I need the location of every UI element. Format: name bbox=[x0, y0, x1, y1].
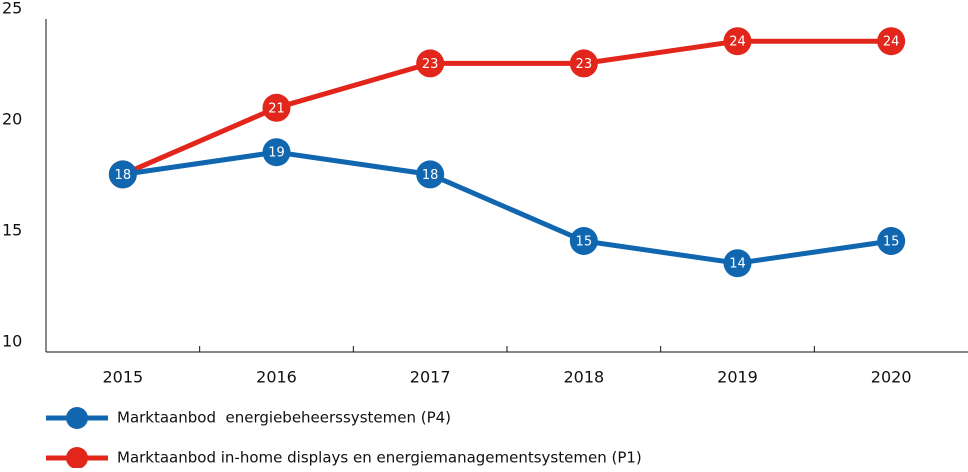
y-tick-label: 20 bbox=[2, 110, 22, 129]
data-point bbox=[416, 160, 445, 189]
data-point bbox=[723, 27, 752, 56]
data-label: 14 bbox=[729, 257, 746, 272]
data-label: 15 bbox=[576, 235, 593, 250]
legend-label: Marktaanbod in-home displays en energiem… bbox=[117, 449, 642, 467]
data-label: 23 bbox=[422, 57, 439, 72]
data-label: 21 bbox=[268, 101, 285, 116]
data-label: 24 bbox=[729, 35, 746, 50]
data-label: 24 bbox=[883, 35, 900, 50]
y-tick-label: 15 bbox=[2, 221, 22, 240]
x-tick-label: 2019 bbox=[717, 368, 758, 387]
series-line bbox=[122, 149, 892, 266]
data-point bbox=[877, 227, 906, 255]
x-tick-label: 2017 bbox=[410, 368, 451, 387]
legend-label: Marktaanbod energiebeheerssystemen (P4) bbox=[117, 409, 451, 427]
data-point bbox=[262, 93, 291, 122]
data-label: 19 bbox=[268, 146, 285, 161]
x-tick-label: 2016 bbox=[256, 368, 297, 387]
data-point bbox=[723, 249, 752, 278]
data-label: 18 bbox=[422, 168, 439, 183]
x-tick-label: 2020 bbox=[871, 368, 912, 387]
data-point bbox=[262, 138, 291, 167]
data-label: 15 bbox=[883, 235, 900, 250]
data-point bbox=[877, 27, 906, 56]
legend-marker bbox=[66, 447, 88, 469]
y-tick-label: 25 bbox=[2, 0, 22, 18]
y-tick-label: 10 bbox=[2, 332, 22, 351]
data-label: 23 bbox=[576, 57, 593, 72]
legend-marker bbox=[66, 407, 88, 429]
data-label: 18 bbox=[115, 168, 132, 183]
data-point bbox=[108, 160, 137, 189]
data-point bbox=[569, 227, 598, 255]
x-tick-label: 2015 bbox=[102, 368, 143, 387]
data-point bbox=[416, 49, 445, 78]
data-point bbox=[569, 49, 598, 78]
x-tick-label: 2018 bbox=[563, 368, 604, 387]
series-line bbox=[121, 38, 892, 177]
